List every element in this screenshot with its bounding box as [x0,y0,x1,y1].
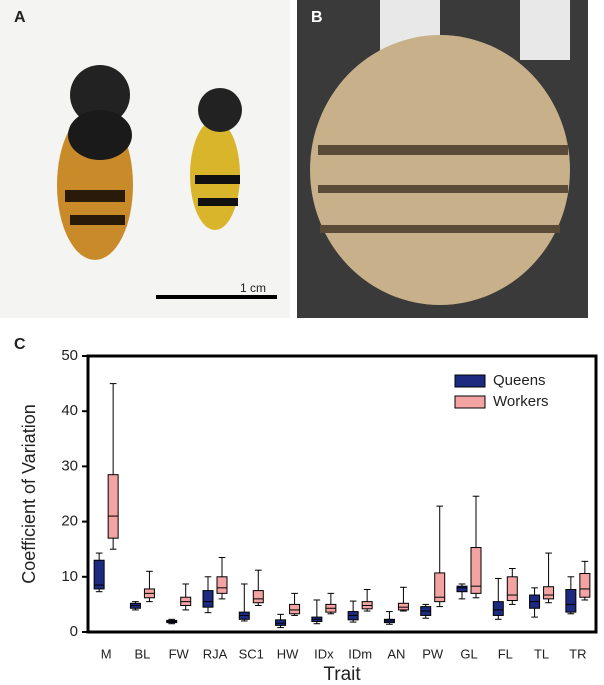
x-tick-label: AN [387,646,405,661]
x-tick-label: FL [498,646,513,661]
y-tick-label: 0 [70,623,78,640]
y-tick-label: 30 [61,457,78,474]
x-tick-label: GL [460,646,477,661]
box [434,572,446,603]
panel-label: A [14,9,26,26]
legend-label: Workers [493,393,549,410]
box [565,588,577,613]
scale-bar-label: 1 cm [240,281,266,295]
y-tick-label: 40 [61,402,78,419]
x-tick-label: IDm [348,646,372,661]
legend-swatch [454,395,486,409]
box [107,474,119,539]
box [397,602,409,611]
box [252,590,264,604]
box [456,585,468,593]
x-tick-label: BL [134,646,150,661]
box [579,572,591,598]
x-tick-label: SC1 [239,646,264,661]
x-tick-label: TL [534,646,549,661]
x-axis-label: Trait [323,664,361,685]
box [289,603,301,615]
x-tick-label: PW [422,646,444,661]
legend-swatch [454,374,486,388]
y-tick-label: 10 [61,568,78,585]
box [275,619,287,626]
box [93,559,105,590]
box [216,576,228,594]
x-tick-label: M [101,646,112,661]
x-tick-label: TR [569,646,586,661]
box [543,586,555,600]
box [470,547,482,594]
photo-a [0,0,290,318]
x-tick-label: HW [277,646,299,661]
plot-frame [86,354,598,634]
box [492,601,504,616]
box [506,576,518,602]
y-tick-label: 20 [61,513,78,530]
legend-label: Queens [493,372,546,389]
box [202,590,214,608]
y-tick-label: 50 [61,347,78,364]
x-tick-label: RJA [203,646,228,661]
panel-label: B [311,9,323,26]
photo-b [297,0,588,318]
y-axis-label: Coefficient of Variation [19,404,39,583]
x-tick-label: IDx [314,646,334,661]
panel-label: C [14,336,26,353]
x-tick-label: FW [169,646,190,661]
